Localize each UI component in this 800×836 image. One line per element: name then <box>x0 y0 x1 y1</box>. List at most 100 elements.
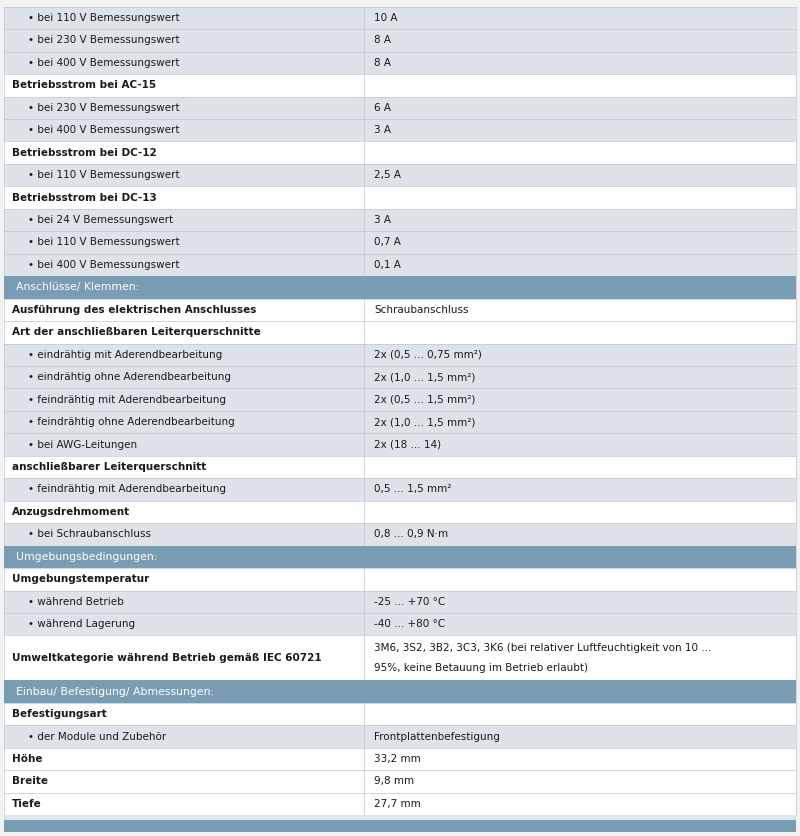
Text: 3M6, 3S2, 3B2, 3C3, 3K6 (bei relativer Luftfeuchtigkeit von 10 ...: 3M6, 3S2, 3B2, 3C3, 3K6 (bei relativer L… <box>374 643 712 653</box>
Text: 2x (0,5 ... 1,5 mm²): 2x (0,5 ... 1,5 mm²) <box>374 395 476 405</box>
Text: Umweltkategorie während Betrieb gemäß IEC 60721: Umweltkategorie während Betrieb gemäß IE… <box>12 653 322 663</box>
Text: 2x (18 ... 14): 2x (18 ... 14) <box>374 440 442 450</box>
Text: 2x (1,0 ... 1,5 mm²): 2x (1,0 ... 1,5 mm²) <box>374 372 476 382</box>
Text: • bei 230 V Bemessungswert: • bei 230 V Bemessungswert <box>28 103 180 113</box>
Text: Anzugsdrehmoment: Anzugsdrehmoment <box>12 507 130 517</box>
Bar <box>4 770 796 793</box>
Text: • bei 24 V Bemessungswert: • bei 24 V Bemessungswert <box>28 215 173 225</box>
Text: 2x (1,0 ... 1,5 mm²): 2x (1,0 ... 1,5 mm²) <box>374 417 476 427</box>
Text: • bei Schraubanschluss: • bei Schraubanschluss <box>28 529 151 539</box>
Text: 10 A: 10 A <box>374 13 398 23</box>
Bar <box>4 793 796 815</box>
Bar <box>4 29 796 52</box>
Bar <box>4 478 796 501</box>
Bar <box>4 276 796 298</box>
Text: • feindrähtig mit Aderendbearbeitung: • feindrähtig mit Aderendbearbeitung <box>28 395 226 405</box>
Text: anschließbarer Leiterquerschnitt: anschließbarer Leiterquerschnitt <box>12 462 206 472</box>
Text: • der Module und Zubehör: • der Module und Zubehör <box>28 732 166 742</box>
Bar <box>4 276 796 298</box>
Bar <box>4 433 796 456</box>
Bar <box>4 501 796 523</box>
Text: 27,7 mm: 27,7 mm <box>374 799 421 809</box>
Text: 8 A: 8 A <box>374 58 391 68</box>
Text: Betriebsstrom bei DC-12: Betriebsstrom bei DC-12 <box>12 148 157 158</box>
Bar <box>4 747 796 770</box>
Text: Einbau/ Befestigung/ Abmessungen:: Einbau/ Befestigung/ Abmessungen: <box>16 686 214 696</box>
Bar <box>4 820 796 832</box>
Bar <box>4 590 796 613</box>
Bar <box>4 232 796 253</box>
Bar <box>4 456 796 478</box>
Text: 8 A: 8 A <box>374 35 391 45</box>
Text: Art der anschließbaren Leiterquerschnitte: Art der anschließbaren Leiterquerschnitt… <box>12 328 261 337</box>
Bar <box>4 253 796 276</box>
Bar <box>4 613 796 635</box>
Bar <box>4 815 796 820</box>
Bar <box>4 321 796 344</box>
Text: • eindrähtig mit Aderendbearbeitung: • eindrähtig mit Aderendbearbeitung <box>28 349 222 359</box>
Text: • bei AWG-Leitungen: • bei AWG-Leitungen <box>28 440 137 450</box>
Text: Befestigungsart: Befestigungsart <box>12 709 106 719</box>
Text: Breite: Breite <box>12 777 48 787</box>
Text: Tiefe: Tiefe <box>12 799 42 809</box>
Bar <box>4 74 796 96</box>
Text: • feindrähtig ohne Aderendbearbeitung: • feindrähtig ohne Aderendbearbeitung <box>28 417 234 427</box>
Bar <box>4 635 796 681</box>
Text: Anschlüsse/ Klemmen:: Anschlüsse/ Klemmen: <box>16 283 139 293</box>
Bar <box>4 186 796 209</box>
Bar <box>4 344 796 366</box>
Text: • bei 110 V Bemessungswert: • bei 110 V Bemessungswert <box>28 13 180 23</box>
Text: Höhe: Höhe <box>12 754 42 764</box>
Bar <box>4 546 796 568</box>
Text: 3 A: 3 A <box>374 215 391 225</box>
Bar <box>4 726 796 747</box>
Bar <box>4 681 796 703</box>
Text: • bei 230 V Bemessungswert: • bei 230 V Bemessungswert <box>28 35 180 45</box>
Bar <box>4 681 796 703</box>
Text: 9,8 mm: 9,8 mm <box>374 777 414 787</box>
Bar <box>4 523 796 546</box>
Text: • feindrähtig mit Aderendbearbeitung: • feindrähtig mit Aderendbearbeitung <box>28 485 226 494</box>
Bar <box>4 366 796 389</box>
Text: 95%, keine Betauung im Betrieb erlaubt): 95%, keine Betauung im Betrieb erlaubt) <box>374 663 589 673</box>
Text: • bei 400 V Bemessungswert: • bei 400 V Bemessungswert <box>28 260 179 270</box>
Text: • während Lagerung: • während Lagerung <box>28 619 135 630</box>
Text: Umgebungstemperatur: Umgebungstemperatur <box>12 574 150 584</box>
Bar <box>4 141 796 164</box>
Text: • eindrähtig ohne Aderendbearbeitung: • eindrähtig ohne Aderendbearbeitung <box>28 372 231 382</box>
Text: Umgebungsbedingungen:: Umgebungsbedingungen: <box>16 552 158 562</box>
Bar <box>4 389 796 411</box>
Text: • bei 400 V Bemessungswert: • bei 400 V Bemessungswert <box>28 58 179 68</box>
Bar <box>4 119 796 141</box>
Text: 0,8 ... 0,9 N·m: 0,8 ... 0,9 N·m <box>374 529 449 539</box>
Text: 3 A: 3 A <box>374 125 391 135</box>
Text: -25 ... +70 °C: -25 ... +70 °C <box>374 597 446 607</box>
Text: 33,2 mm: 33,2 mm <box>374 754 421 764</box>
Text: • bei 110 V Bemessungswert: • bei 110 V Bemessungswert <box>28 170 180 180</box>
Text: 0,5 ... 1,5 mm²: 0,5 ... 1,5 mm² <box>374 485 452 494</box>
Text: • bei 400 V Bemessungswert: • bei 400 V Bemessungswert <box>28 125 179 135</box>
Text: Frontplattenbefestigung: Frontplattenbefestigung <box>374 732 500 742</box>
Text: 0,1 A: 0,1 A <box>374 260 402 270</box>
Text: 2x (0,5 ... 0,75 mm²): 2x (0,5 ... 0,75 mm²) <box>374 349 482 359</box>
Text: Betriebsstrom bei DC-13: Betriebsstrom bei DC-13 <box>12 192 157 202</box>
Text: • bei 110 V Bemessungswert: • bei 110 V Bemessungswert <box>28 237 180 247</box>
Bar <box>4 568 796 590</box>
Text: Ausführung des elektrischen Anschlusses: Ausführung des elektrischen Anschlusses <box>12 305 256 315</box>
Bar <box>4 298 796 321</box>
Text: 2,5 A: 2,5 A <box>374 170 402 180</box>
Text: Betriebsstrom bei AC-15: Betriebsstrom bei AC-15 <box>12 80 156 90</box>
Text: 6 A: 6 A <box>374 103 391 113</box>
Text: 0,7 A: 0,7 A <box>374 237 402 247</box>
Bar <box>4 411 796 433</box>
Bar <box>4 96 796 119</box>
Bar <box>4 52 796 74</box>
Text: • während Betrieb: • während Betrieb <box>28 597 124 607</box>
Bar <box>4 209 796 232</box>
Bar <box>4 703 796 726</box>
Text: Schraubanschluss: Schraubanschluss <box>374 305 469 315</box>
Bar <box>4 7 796 29</box>
Text: -40 ... +80 °C: -40 ... +80 °C <box>374 619 446 630</box>
Bar <box>4 546 796 568</box>
Bar <box>4 164 796 186</box>
